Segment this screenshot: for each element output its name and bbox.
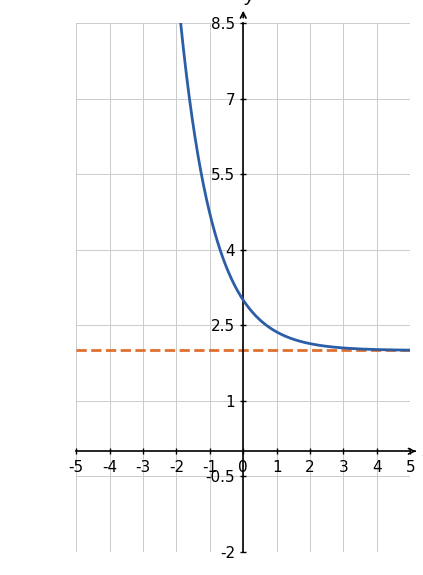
Text: y: y bbox=[244, 0, 255, 5]
Text: x: x bbox=[422, 442, 423, 460]
